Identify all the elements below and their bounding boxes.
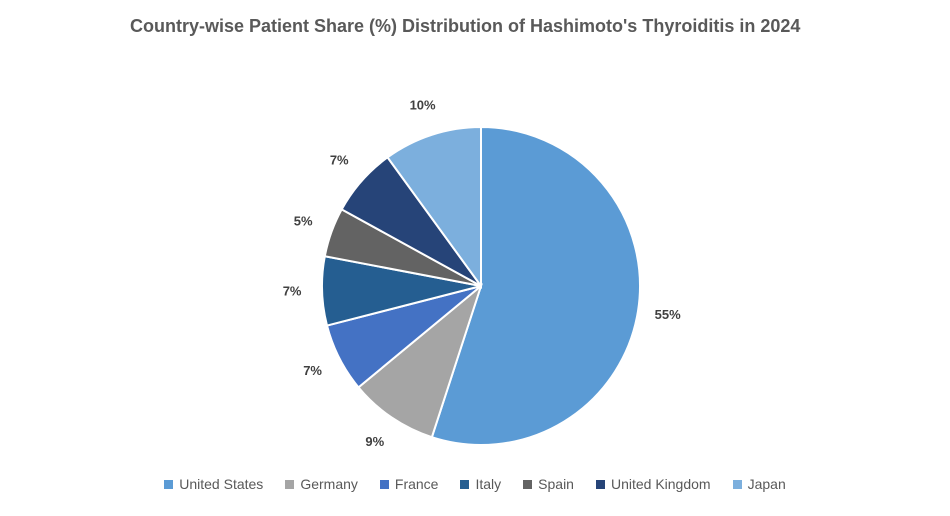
legend-label: Spain: [538, 476, 574, 492]
legend-item: Japan: [732, 476, 786, 492]
data-label: 7%: [303, 363, 322, 378]
data-label: 10%: [410, 98, 436, 113]
legend-item: United Kingdom: [595, 476, 711, 492]
data-label: 7%: [330, 152, 349, 167]
legend-label: Germany: [300, 476, 358, 492]
legend: United States Germany France Italy Spain Unit…: [0, 476, 950, 492]
data-label: 55%: [655, 307, 681, 322]
legend-item: Germany: [285, 476, 358, 492]
legend-swatch: [285, 479, 295, 489]
pie-slice: [357, 283, 484, 439]
legend-swatch: [164, 479, 174, 489]
data-label: 9%: [365, 434, 384, 449]
pie-area: 55% 9% 7% 7% 5% 7% 10%: [283, 98, 681, 449]
legend-label: United Kingdom: [610, 476, 711, 492]
chart-title: Country-wise Patient Share (%) Distribut…: [130, 16, 801, 36]
legend-label: Japan: [747, 476, 786, 492]
legend-swatch: [732, 479, 742, 489]
legend-swatch: [379, 479, 389, 489]
legend-item: Italy: [460, 476, 501, 492]
legend-item: United States: [164, 476, 263, 492]
pie-slice: [430, 125, 641, 446]
data-label: 7%: [283, 283, 302, 298]
legend-swatch: [523, 479, 533, 489]
pie-slice: [386, 125, 482, 290]
legend-label: United States: [179, 476, 264, 492]
legend-item: France: [379, 476, 439, 492]
legend-label: Italy: [475, 476, 502, 492]
legend-swatch: [460, 479, 470, 489]
legend-swatch: [595, 479, 605, 489]
data-label: 5%: [294, 213, 313, 228]
legend-item: Spain: [523, 476, 574, 492]
legend-label: France: [394, 476, 439, 492]
